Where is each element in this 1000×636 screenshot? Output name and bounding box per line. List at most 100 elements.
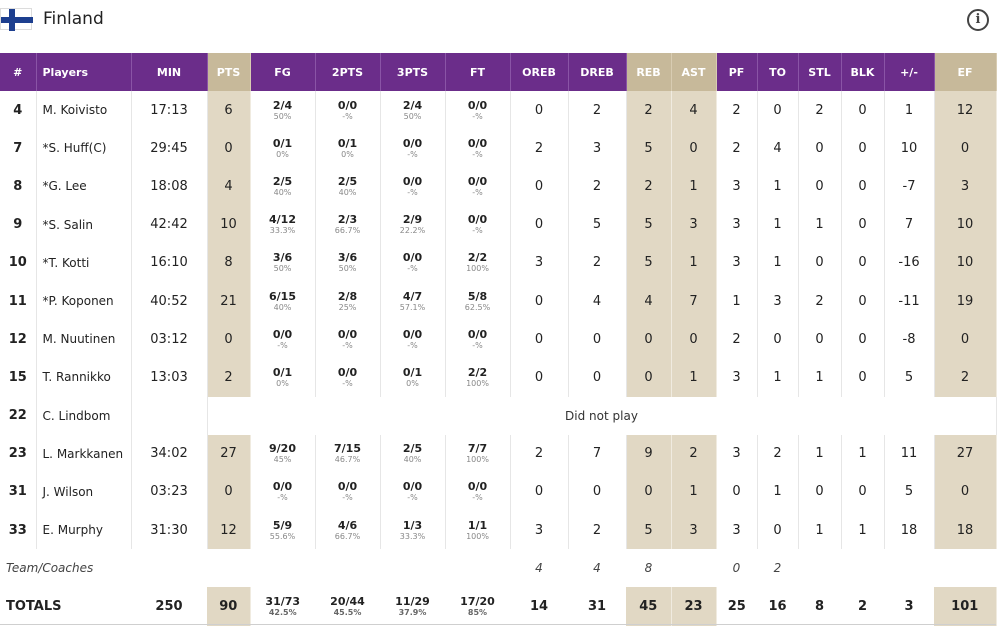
three-points-pct: -% xyxy=(407,149,418,159)
free-throws-made: 7/7 xyxy=(467,442,488,456)
personal-fouls: 3 xyxy=(716,434,758,473)
assists: 1 xyxy=(671,358,717,397)
two-points: 0/0 -% xyxy=(315,91,381,130)
table-body: 4 M. Koivisto 17:13 6 2/4 50% 0/0 -% 2/4 50% 0/0 -%… xyxy=(0,91,997,626)
free-throws-made: 0/0 xyxy=(467,327,488,341)
column-header[interactable]: PF xyxy=(716,53,758,91)
player-number: 15 xyxy=(0,358,37,397)
personal-fouls: 3 xyxy=(716,243,758,282)
rebounds: 2 xyxy=(626,167,672,206)
three-points: 0/0 -% xyxy=(380,243,446,282)
two-points: 4/6 66.7% xyxy=(315,511,381,550)
column-header[interactable]: EF xyxy=(934,53,997,91)
total-blocks: 2 xyxy=(857,599,868,615)
turnovers: 0 xyxy=(757,511,799,550)
free-throws-made: 0/0 xyxy=(467,98,488,112)
free-throws: 0/0 -% xyxy=(445,205,511,244)
offensive-rebounds: 0 xyxy=(510,472,569,512)
column-header[interactable]: OREB xyxy=(510,53,569,91)
free-throws-pct: -% xyxy=(472,340,483,350)
two-points-made: 2/3 xyxy=(337,213,358,227)
blocks: 1 xyxy=(841,434,885,473)
total-personal-fouls: 25 xyxy=(727,599,746,615)
column-header[interactable]: PTS xyxy=(207,53,251,91)
three-points: 0/0 -% xyxy=(380,320,446,359)
offensive-rebounds: 0 xyxy=(510,320,569,359)
column-header[interactable]: FT xyxy=(445,53,511,91)
column-header[interactable]: TO xyxy=(757,53,799,91)
player-number: 31 xyxy=(0,472,37,512)
field-goals: 9/20 45% xyxy=(250,434,316,473)
total-minutes: 250 xyxy=(155,599,183,615)
column-header[interactable]: DREB xyxy=(568,53,627,91)
rebounds: 0 xyxy=(626,320,672,359)
assists: 1 xyxy=(671,472,717,512)
assists: 1 xyxy=(671,167,717,206)
turnovers: 3 xyxy=(757,281,799,321)
column-header[interactable]: 3PTS xyxy=(380,53,446,91)
player-number: 22 xyxy=(0,396,37,435)
three-points-made: 0/0 xyxy=(402,480,423,494)
field-goals-made: 0/0 xyxy=(272,327,293,341)
three-points-pct: -% xyxy=(407,493,418,503)
column-header[interactable]: REB xyxy=(626,53,672,91)
total-assists: 23 xyxy=(671,587,717,626)
blocks: 0 xyxy=(841,243,885,282)
assists: 2 xyxy=(671,434,717,473)
total-free-throws-made: 17/20 xyxy=(460,595,495,609)
field-goals: 3/6 50% xyxy=(250,243,316,282)
column-header[interactable]: STL xyxy=(798,53,842,91)
three-points-pct: 0% xyxy=(406,378,419,388)
column-header[interactable]: FG xyxy=(250,53,316,91)
three-points-made: 0/0 xyxy=(402,251,423,265)
info-icon[interactable]: i xyxy=(967,9,989,31)
player-number: 8 xyxy=(0,167,37,206)
blocks: 0 xyxy=(841,205,885,244)
minutes: 29:45 xyxy=(131,129,208,168)
free-throws-pct: -% xyxy=(472,226,483,236)
column-header[interactable]: MIN xyxy=(131,53,208,91)
steals: 1 xyxy=(798,205,842,244)
assists: 4 xyxy=(671,91,717,130)
column-header[interactable]: +/- xyxy=(884,53,935,91)
free-throws: 5/8 62.5% xyxy=(445,281,511,321)
efficiency: 12 xyxy=(934,91,997,130)
three-points-pct: 50% xyxy=(403,111,422,121)
field-goals-made: 2/5 xyxy=(272,174,293,188)
player-number: 11 xyxy=(0,281,37,321)
minutes: 42:42 xyxy=(131,205,208,244)
player-row: 7 *S. Huff(C) 29:45 0 0/1 0% 0/1 0% 0/0 -% 0/0 -% 2 3… xyxy=(0,129,997,168)
column-header[interactable]: Players xyxy=(36,53,132,91)
defensive-rebounds: 2 xyxy=(568,167,627,206)
free-throws-made: 1/1 xyxy=(467,518,488,532)
team-coaches-label: Team/Coaches xyxy=(6,561,94,576)
two-points-pct: -% xyxy=(342,111,353,121)
two-points-made: 0/1 xyxy=(337,136,358,150)
field-goals: 0/0 -% xyxy=(250,320,316,359)
three-points: 0/1 0% xyxy=(380,358,446,397)
player-row: 8 *G. Lee 18:08 4 2/5 40% 2/5 40% 0/0 -% 0/0 -% 0 2 2 1… xyxy=(0,167,997,206)
minutes: 13:03 xyxy=(131,358,208,397)
field-goals: 4/12 33.3% xyxy=(250,205,316,244)
three-points: 2/5 40% xyxy=(380,434,446,473)
rebounds: 0 xyxy=(626,358,672,397)
minutes: 03:12 xyxy=(131,320,208,359)
two-points-made: 2/5 xyxy=(337,174,358,188)
column-header[interactable]: AST xyxy=(671,53,717,91)
turnovers: 1 xyxy=(757,205,799,244)
assists: 3 xyxy=(671,205,717,244)
free-throws: 0/0 -% xyxy=(445,320,511,359)
plus-minus: 5 xyxy=(884,358,935,397)
two-points-made: 0/0 xyxy=(337,480,358,494)
field-goals-made: 0/1 xyxy=(272,365,293,379)
field-goals-pct: 0% xyxy=(276,149,289,159)
rebounds: 9 xyxy=(626,434,672,473)
steals: 0 xyxy=(798,472,842,512)
column-header[interactable]: 2PTS xyxy=(315,53,381,91)
column-header[interactable]: BLK xyxy=(841,53,885,91)
column-header[interactable]: # xyxy=(0,53,37,91)
three-points-made: 2/4 xyxy=(402,98,423,112)
player-name: M. Nuutinen xyxy=(36,320,132,359)
total-plus-minus: 3 xyxy=(904,599,914,615)
field-goals-pct: -% xyxy=(277,340,288,350)
